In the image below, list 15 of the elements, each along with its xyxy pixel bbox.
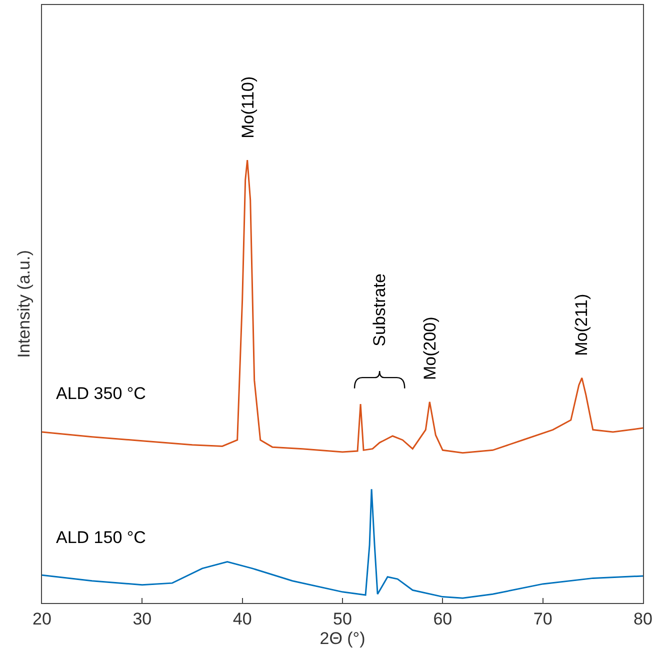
x-tick-label: 60 xyxy=(433,609,452,628)
x-axis-title: 2Θ (°) xyxy=(320,628,366,648)
annotation: Mo(200) xyxy=(420,316,440,380)
y-axis-title: Intensity (a.u.) xyxy=(14,250,34,358)
x-tick-label: 30 xyxy=(132,609,152,628)
annotation: Mo(110) xyxy=(238,76,258,138)
x-tick-label: 70 xyxy=(533,609,552,628)
x-tick-label: 50 xyxy=(333,609,352,628)
series-label: ALD 350 °C xyxy=(56,384,146,403)
annotation: Substrate xyxy=(370,274,389,346)
series-label: ALD 150 °C xyxy=(56,528,146,547)
x-tick-label: 40 xyxy=(232,609,252,628)
x-tick-label: 20 xyxy=(32,609,52,628)
annotation: Mo(211) xyxy=(572,294,591,356)
x-tick-label: 80 xyxy=(634,609,652,628)
